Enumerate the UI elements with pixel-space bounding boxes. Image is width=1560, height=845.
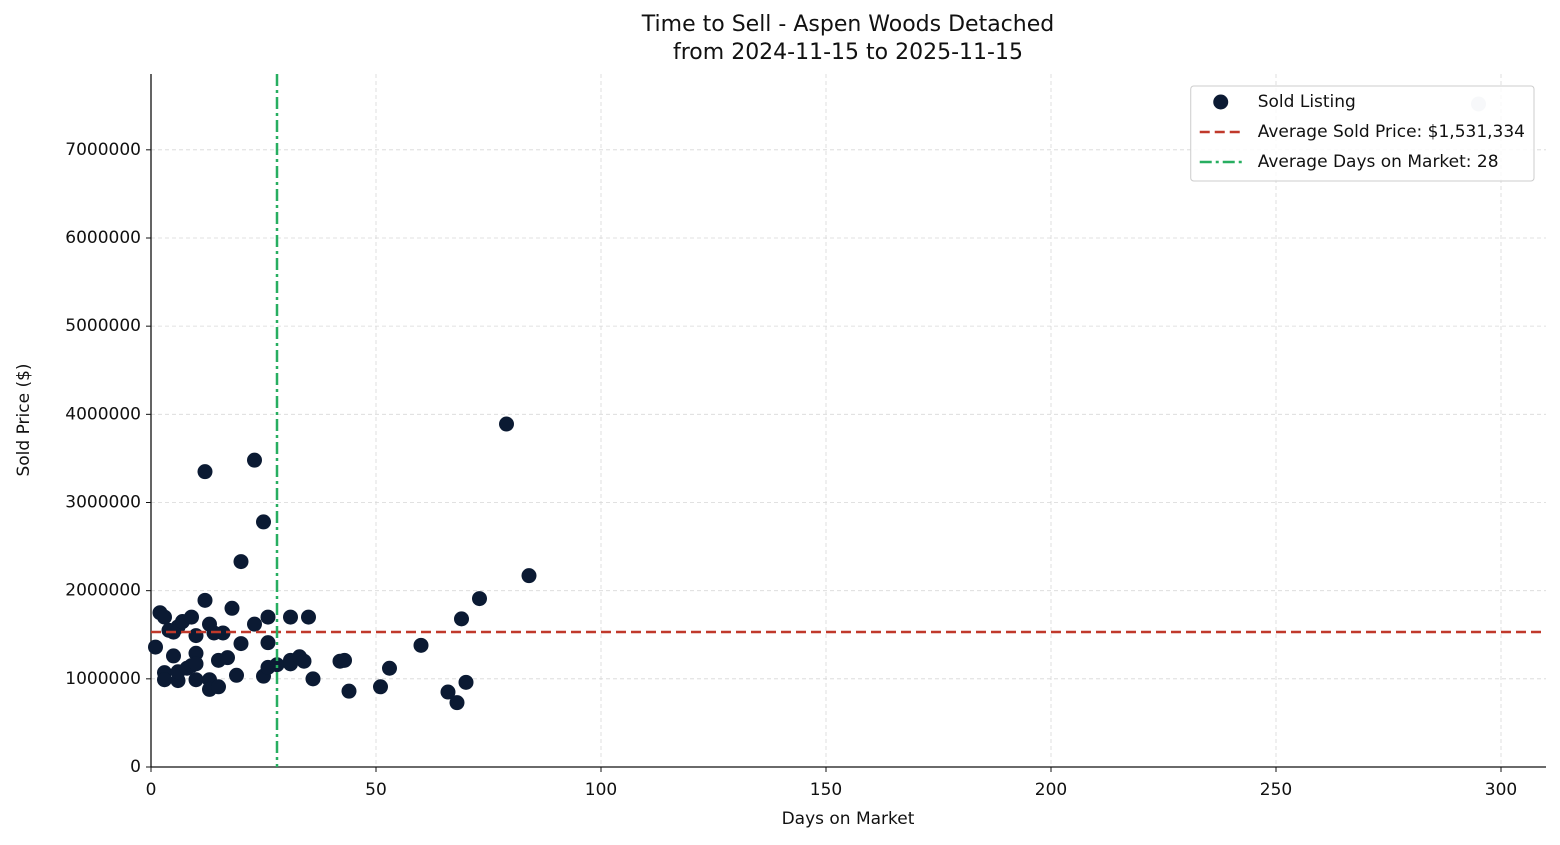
y-tick-label: 1000000 xyxy=(65,669,141,689)
point xyxy=(458,674,474,690)
x-tick-label: 100 xyxy=(585,780,617,800)
x-tick-label: 50 xyxy=(365,780,387,800)
y-tick-label: 3000000 xyxy=(65,492,141,512)
point xyxy=(296,653,312,669)
point xyxy=(233,554,249,570)
x-tick-label: 300 xyxy=(1485,780,1517,800)
point xyxy=(211,679,226,695)
point xyxy=(215,625,231,641)
point xyxy=(188,672,204,688)
point xyxy=(305,671,321,687)
point xyxy=(341,683,357,699)
point xyxy=(256,514,271,530)
point xyxy=(220,650,235,666)
point xyxy=(233,636,249,652)
y-tick-label: 0 xyxy=(130,757,141,777)
point xyxy=(148,639,163,655)
point xyxy=(224,600,240,616)
point xyxy=(197,592,213,608)
point xyxy=(188,628,204,644)
point xyxy=(521,568,537,584)
point xyxy=(260,635,276,651)
point xyxy=(188,645,204,661)
legend-label: Sold Listing xyxy=(1258,92,1356,112)
y-axis-label: Sold Price ($) xyxy=(14,363,34,476)
point xyxy=(301,609,316,625)
point xyxy=(382,660,397,676)
y-tick-label: 2000000 xyxy=(65,581,141,601)
point xyxy=(184,609,199,625)
y-tick-label: 6000000 xyxy=(65,228,141,248)
legend-label: Average Days on Market: 28 xyxy=(1258,152,1499,172)
point xyxy=(283,609,298,625)
point xyxy=(229,667,244,683)
x-tick-label: 250 xyxy=(1260,780,1292,800)
point xyxy=(337,652,352,668)
x-tick-label: 0 xyxy=(146,780,157,800)
point xyxy=(247,452,262,468)
point xyxy=(247,616,262,632)
point xyxy=(157,672,172,688)
x-axis-label: Days on Market xyxy=(782,809,915,829)
point xyxy=(260,609,276,625)
point xyxy=(188,656,204,672)
legend-label: Average Sold Price: $1,531,334 xyxy=(1258,122,1525,142)
y-tick-label: 4000000 xyxy=(65,404,141,424)
point xyxy=(472,591,487,607)
y-tick-label: 7000000 xyxy=(65,140,141,160)
point xyxy=(449,695,465,711)
point xyxy=(157,609,172,625)
legend-marker xyxy=(1213,94,1229,110)
x-tick-label: 150 xyxy=(810,780,842,800)
x-tick-label: 200 xyxy=(1035,780,1067,800)
point xyxy=(166,648,181,664)
chart-title: Time to Sell - Aspen Woods Detached xyxy=(641,12,1054,37)
point xyxy=(269,657,285,673)
point xyxy=(197,464,213,480)
chart-subtitle: from 2024-11-15 to 2025-11-15 xyxy=(673,40,1023,65)
point xyxy=(440,684,456,700)
point xyxy=(373,679,388,695)
point xyxy=(499,416,514,432)
point xyxy=(454,611,469,627)
point xyxy=(413,637,429,653)
legend-box xyxy=(1190,85,1535,182)
y-tick-label: 5000000 xyxy=(65,316,141,336)
